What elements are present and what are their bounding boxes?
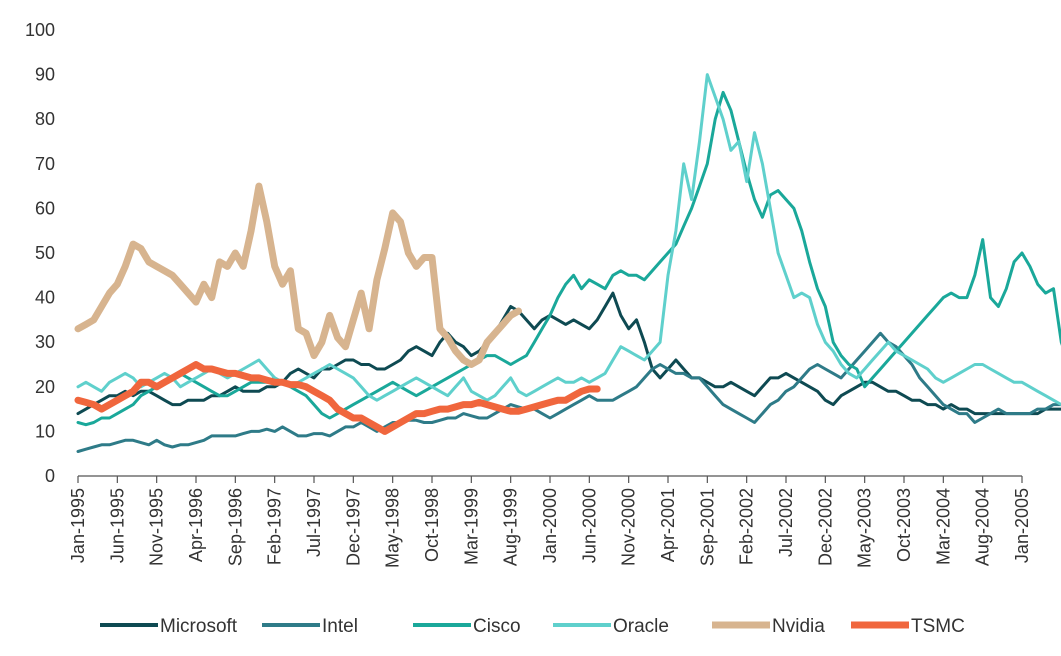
x-tick-label: Jun-1995 (107, 488, 127, 563)
x-tick-label: May-1998 (383, 488, 403, 568)
legend-item-intel: Intel (262, 616, 358, 637)
y-tick-label: 20 (35, 377, 55, 397)
x-tick-label: Oct-1998 (422, 488, 442, 562)
x-tick-label: Apr-1996 (186, 488, 206, 562)
x-tick-label: Sep-1996 (225, 488, 245, 566)
x-tick-label: Jul-2002 (776, 488, 796, 557)
x-tick-label: Nov-2000 (619, 488, 639, 566)
y-tick-label: 0 (45, 466, 55, 486)
x-tick-label: Jan-1995 (68, 488, 88, 563)
x-tick-label: Feb-2002 (737, 488, 757, 565)
x-tick-label: Jan-2005 (1012, 488, 1032, 563)
y-tick-label: 70 (35, 154, 55, 174)
y-axis: 0 10 20 30 40 50 60 70 80 90 100 (25, 20, 55, 486)
legend-label: Cisco (473, 616, 521, 637)
x-tick-label: Nov-1995 (147, 488, 167, 566)
x-tick-label: Mar-1999 (461, 488, 481, 565)
series-line-nvidia (74, 182, 522, 368)
y-tick-label: 90 (35, 65, 55, 85)
series-line-tsmc (74, 361, 601, 435)
legend-label: Microsoft (160, 616, 238, 637)
series-layer (74, 73, 1061, 453)
legend-label: Nvidia (772, 616, 825, 637)
legend-label: TSMC (911, 616, 965, 637)
x-tick-label: Sep-2001 (697, 488, 717, 566)
legend-label: Intel (322, 616, 358, 637)
x-tick-label: Apr-2001 (658, 488, 678, 562)
y-tick-label: 10 (35, 421, 55, 441)
x-tick-label: Aug-2004 (973, 488, 993, 566)
series-line-oracle (76, 73, 1061, 407)
x-tick-label: Feb-1997 (265, 488, 285, 565)
x-tick-label: Dec-2002 (815, 488, 835, 566)
legend-item-oracle: Oracle (553, 616, 669, 637)
legend-item-cisco: Cisco (413, 616, 521, 637)
x-tick-label: May-2003 (855, 488, 875, 568)
legend-label: Oracle (613, 616, 669, 637)
legend: Microsoft Intel Cisco Oracle Nvidia TSMC (100, 616, 965, 637)
legend-item-nvidia: Nvidia (712, 616, 825, 637)
x-tick-label: Dec-1997 (343, 488, 363, 566)
x-axis: Jan-1995 Jun-1995 Nov-1995 Apr-1996 Sep-1996… (68, 475, 1032, 568)
series-line-intel (76, 331, 1061, 453)
x-tick-label: Jun-2000 (579, 488, 599, 563)
y-tick-label: 100 (25, 20, 55, 40)
legend-item-tsmc: TSMC (851, 616, 965, 637)
y-tick-label: 50 (35, 243, 55, 263)
x-tick-label: Mar-2004 (933, 488, 953, 565)
y-tick-label: 80 (35, 109, 55, 129)
y-tick-label: 60 (35, 198, 55, 218)
y-tick-label: 40 (35, 288, 55, 308)
x-tick-label: Aug-1999 (501, 488, 521, 566)
y-tick-label: 30 (35, 332, 55, 352)
series-line-cisco (76, 90, 1061, 427)
legend-item-microsoft: Microsoft (100, 616, 238, 637)
x-tick-label: Oct-2003 (894, 488, 914, 562)
series-line-microsoft (76, 291, 1061, 416)
x-tick-label: Jul-1997 (304, 488, 324, 557)
x-tick-label: Jan-2000 (540, 488, 560, 563)
